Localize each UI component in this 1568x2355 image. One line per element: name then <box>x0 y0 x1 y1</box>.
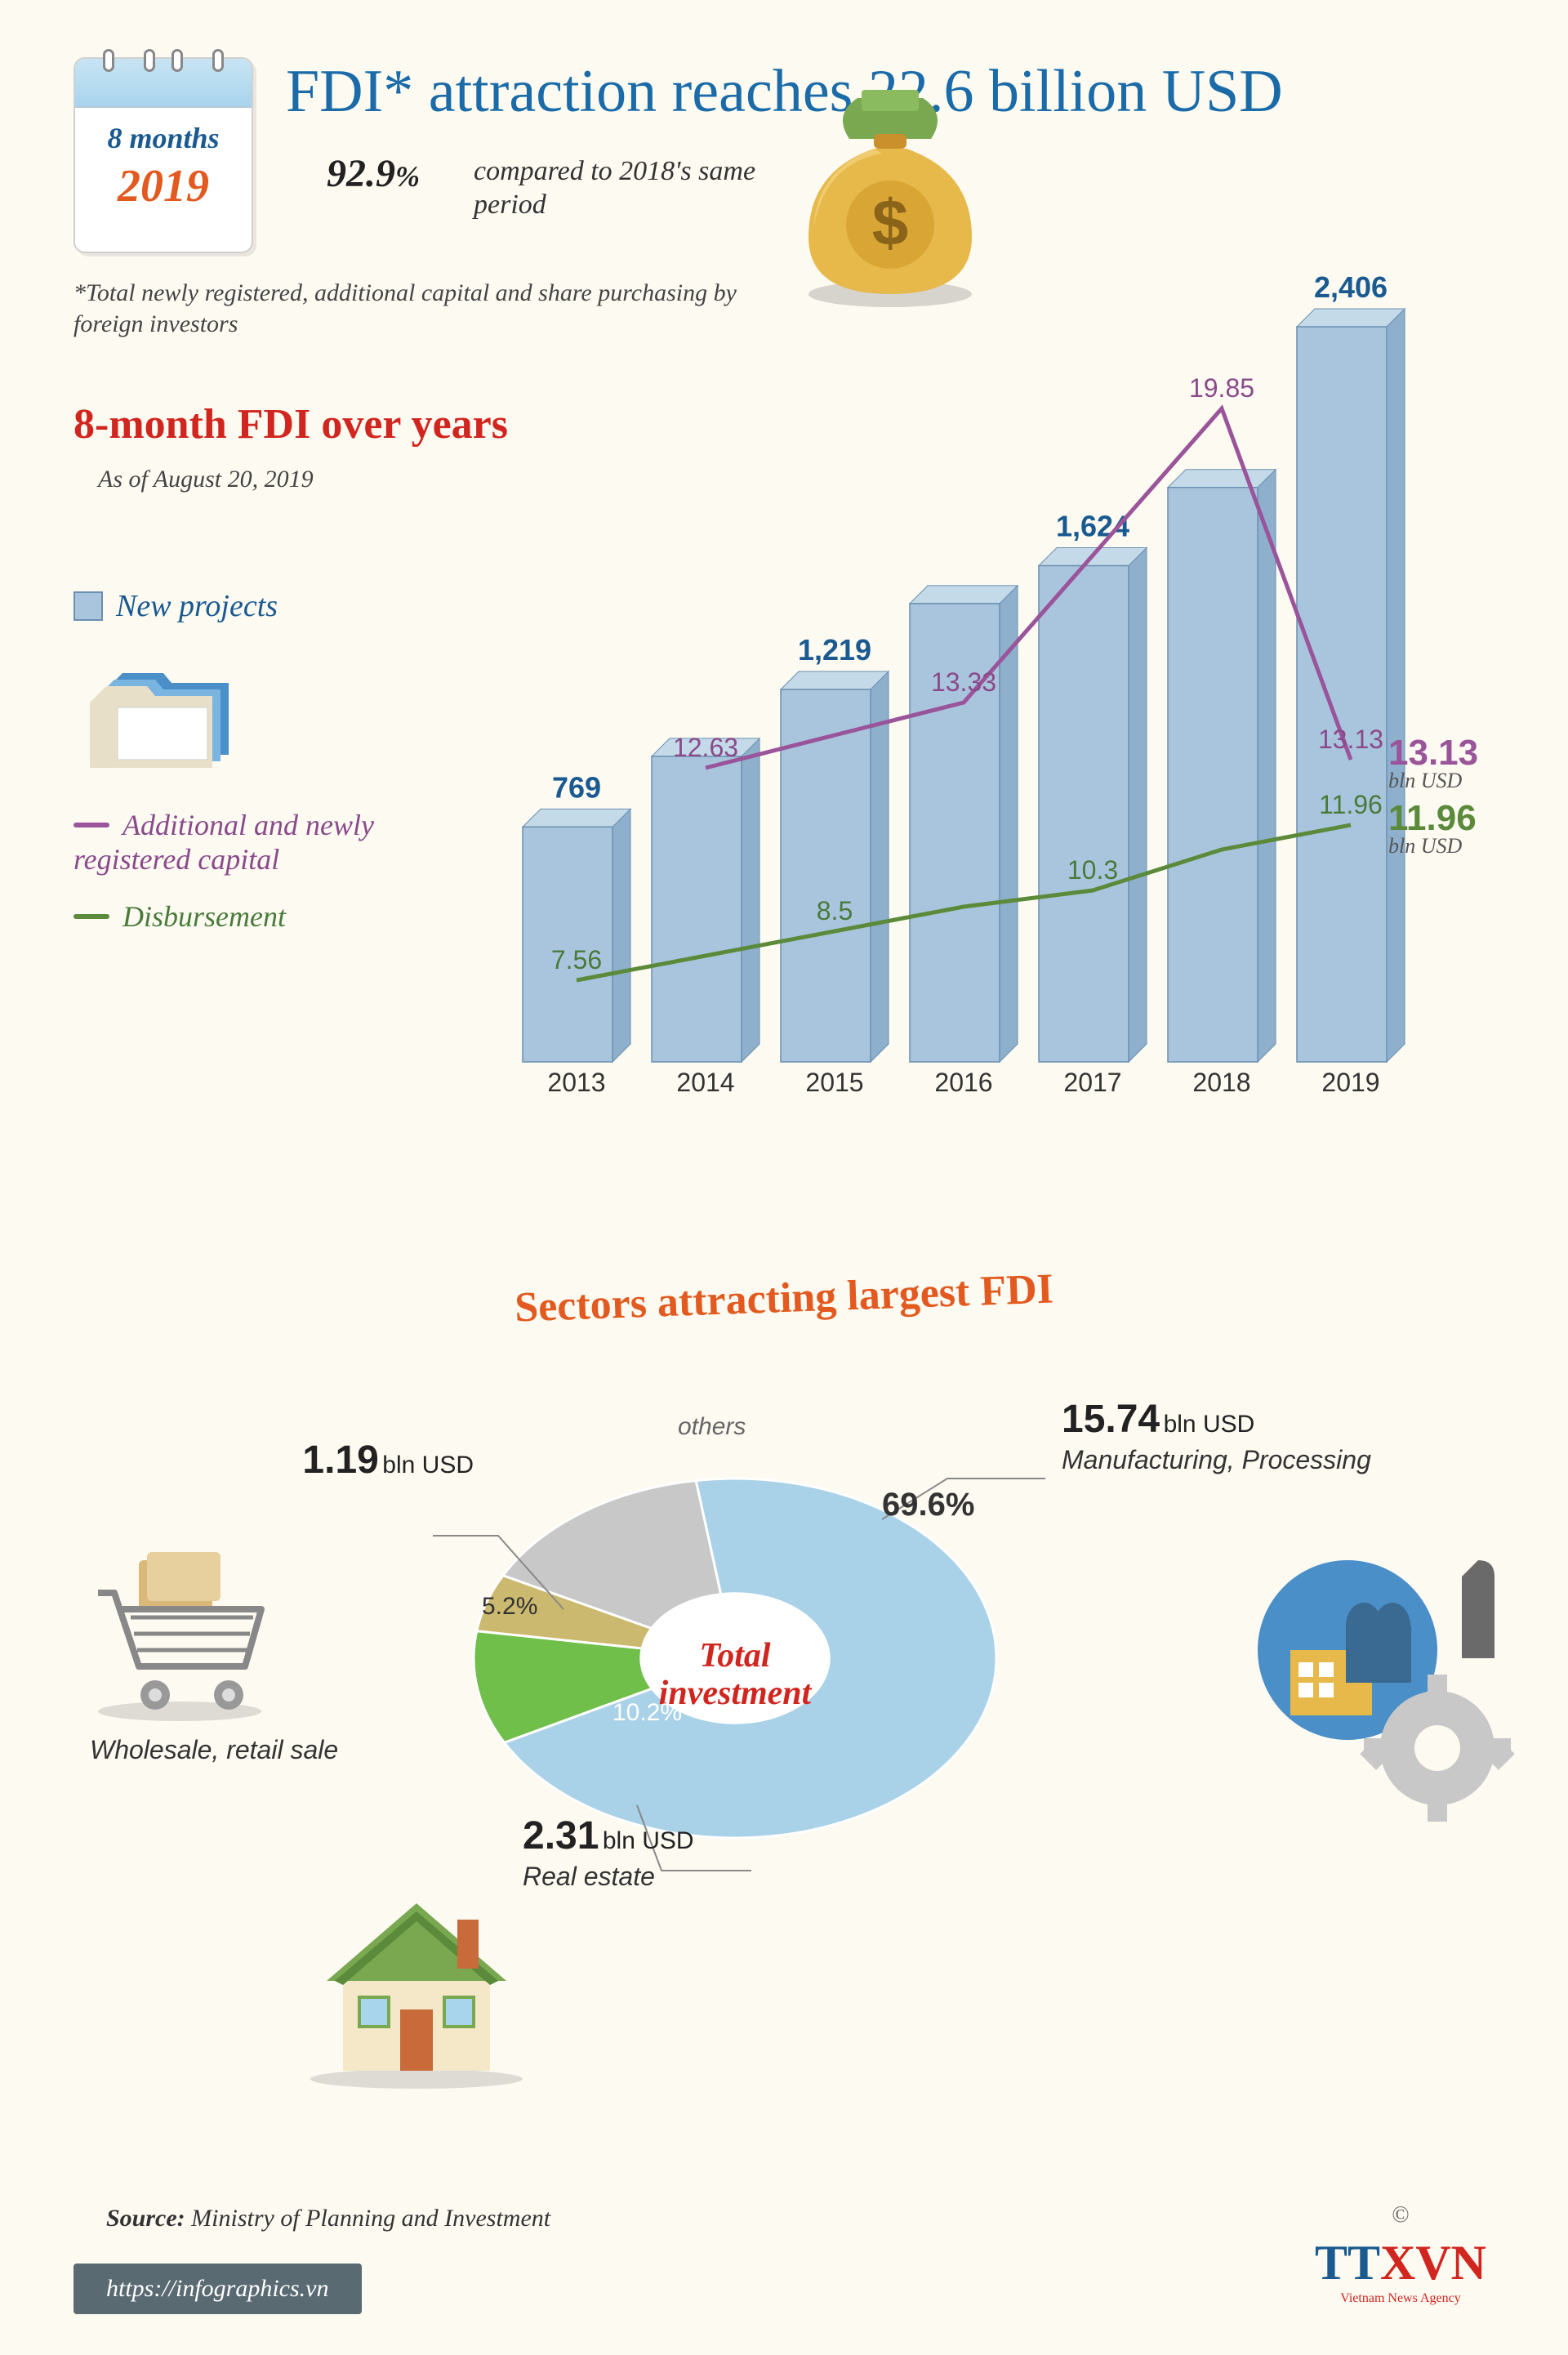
slice-pct-realestate: 10.2% <box>612 1699 682 1727</box>
svg-text:2013: 2013 <box>547 1068 605 1097</box>
svg-text:2016: 2016 <box>934 1068 992 1097</box>
svg-text:12.63: 12.63 <box>673 733 738 762</box>
svg-text:19.85: 19.85 <box>1189 373 1254 403</box>
calendar-year: 2019 <box>75 160 252 212</box>
legend-green-label: Disbursement <box>122 900 286 933</box>
svg-text:2014: 2014 <box>676 1068 734 1097</box>
svg-text:2019: 2019 <box>1321 1068 1379 1097</box>
svg-text:2015: 2015 <box>805 1068 863 1097</box>
svg-text:bln USD: bln USD <box>1388 769 1463 792</box>
url-badge: https://infographics.vn <box>74 2264 362 2314</box>
folder-icon <box>90 649 482 775</box>
slice-label-others: others <box>678 1413 746 1441</box>
callout-wholesale: 1.19 bln USD <box>261 1438 474 1483</box>
slice-pct-manufacturing: 69.6% <box>882 1487 974 1523</box>
callout-realestate: 2.31 bln USD Real estate <box>523 1813 694 1892</box>
legend-purple-label: Additional and newly registered capital <box>74 809 374 876</box>
svg-text:11.96: 11.96 <box>1388 798 1477 838</box>
source-line: Source: Ministry of Planning and Investm… <box>106 2205 550 2232</box>
svg-text:10.3: 10.3 <box>1067 855 1118 885</box>
svg-text:2018: 2018 <box>1192 1068 1250 1097</box>
svg-text:8.5: 8.5 <box>817 896 853 925</box>
section2-title: Sectors attracting largest FDI <box>0 1247 1568 1350</box>
calendar-badge: 8 months 2019 <box>74 57 253 253</box>
house-icon <box>294 1862 539 2095</box>
svg-text:bln USD: bln USD <box>1388 834 1463 858</box>
callout-manufacturing: 15.74 bln USD Manufacturing, Processing <box>1062 1397 1371 1475</box>
svg-text:7.56: 7.56 <box>551 945 602 975</box>
shopping-cart-icon <box>82 1544 278 1728</box>
legend-bars-label: New projects <box>116 589 278 623</box>
section1-title: 8-month FDI over years <box>74 400 508 448</box>
chart1-legend: New projects Additional and newly regist… <box>74 588 482 957</box>
legend-purple-swatch <box>74 823 109 827</box>
factory-gear-icon <box>1250 1544 1527 1842</box>
svg-text:2,406: 2,406 <box>1314 270 1388 304</box>
svg-text:2017: 2017 <box>1063 1068 1121 1097</box>
comparison-pct: 92.9% <box>327 151 420 196</box>
svg-text:1,219: 1,219 <box>798 633 871 667</box>
section1-asof: As of August 20, 2019 <box>98 466 314 493</box>
slice-pct-wholesale: 5.2% <box>482 1593 537 1621</box>
agency-logo: © TTXVN Vietnam News Agency <box>1315 2202 1486 2306</box>
svg-text:13.13: 13.13 <box>1318 725 1383 754</box>
svg-text:13.33: 13.33 <box>931 667 996 697</box>
legend-bar-swatch <box>74 591 103 621</box>
svg-text:769: 769 <box>552 770 601 804</box>
comparison-text: compared to 2018's same period <box>474 155 817 222</box>
callout-wholesale-sector: Wholesale, retail sale <box>90 1732 338 1765</box>
svg-text:11.96: 11.96 <box>1319 790 1383 819</box>
legend-green-swatch <box>74 914 109 919</box>
calendar-period: 8 months <box>75 108 252 155</box>
fdi-bar-line-chart: 769201320141,219201520161,624201720182,4… <box>457 229 1519 1127</box>
svg-text:13.13: 13.13 <box>1388 733 1478 773</box>
